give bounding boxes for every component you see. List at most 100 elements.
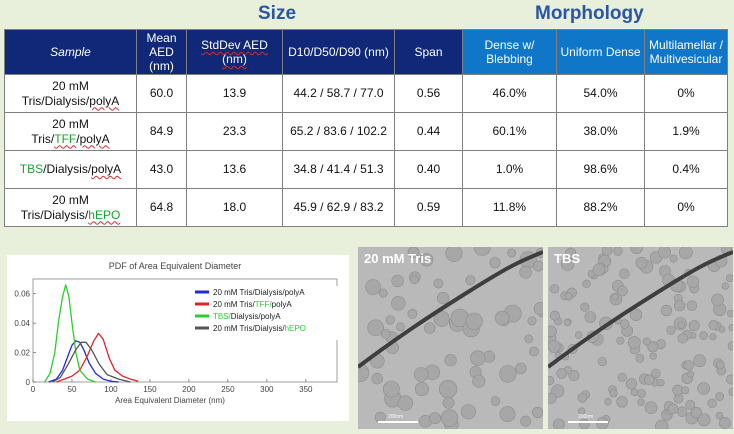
lnp-particle [613, 247, 623, 256]
sample-segment: 20 mM [52, 116, 89, 131]
lnp-particle [617, 372, 627, 382]
cell-mean-aed: 43.0 [136, 150, 187, 189]
lnp-particle [651, 368, 661, 379]
sample-segment: Dialysis [44, 93, 86, 108]
legend-entry-segment: hEPO [285, 324, 306, 333]
lnp-particle [655, 419, 669, 429]
lnp-particle [699, 331, 708, 340]
y-tick-label: 0.04 [14, 319, 30, 328]
legend-entry-segment: TFF/ [255, 300, 273, 309]
lnp-particle [549, 310, 560, 321]
x-tick-label: 250 [221, 385, 235, 394]
lnp-particle [667, 403, 679, 414]
lnp-particle [391, 274, 404, 288]
sample-segment: TFF [54, 131, 77, 146]
lnp-particle [460, 404, 476, 420]
lnp-particle [708, 320, 719, 331]
lnp-particle [577, 407, 586, 415]
lnp-particle [465, 275, 476, 286]
series-line [44, 284, 96, 383]
table-row: 20 mM Tris/Dialysis/hEPO 64.8 18.0 45.9 / 62… [4, 188, 728, 227]
table-row: 20 mM Tris/Dialysis/polyA 60.0 13.9 44.2 / 5… [4, 74, 728, 113]
lnp-particle [365, 279, 381, 295]
lnp-particle [630, 388, 639, 396]
col-header-uniform-dense: Uniform Dense [556, 29, 645, 75]
lnp-particle [438, 379, 458, 399]
lnp-particle [592, 263, 605, 276]
lnp-particle [619, 268, 630, 279]
col-header-multilamellar: Multilamellar / Multivesicular [644, 29, 728, 75]
sample-segment: hEPO [88, 207, 121, 222]
lnp-particle [686, 300, 698, 311]
micrograph-texture [358, 247, 543, 429]
col-header-mean-aed: Mean AED (nm) [136, 29, 187, 75]
pdf-chart: PDF of Area Equivalent Diameter 0 50 100 150… [14, 261, 339, 405]
cell-mean-aed: 64.8 [136, 188, 187, 227]
cell-dense-blebbing: 11.8% [462, 188, 557, 227]
lnp-particle [580, 302, 590, 312]
lnp-particle [727, 341, 733, 351]
lnp-particle [660, 304, 673, 317]
lnp-particle [718, 417, 731, 429]
micrograph-texture [548, 247, 733, 429]
cell-uniform-dense: 38.0% [556, 112, 645, 151]
lnp-particle [548, 339, 561, 353]
lnp-particle [635, 256, 648, 269]
lnp-particle [575, 331, 583, 339]
cell-mean-aed: 60.0 [136, 74, 187, 113]
lnp-particle [616, 396, 628, 408]
cell-dense-blebbing: 1.0% [462, 150, 557, 189]
scale-bar-text: 200nm [578, 414, 594, 420]
lnp-particle [548, 392, 557, 404]
lnp-particle [597, 356, 607, 367]
lnp-particle [635, 354, 645, 363]
series-line [48, 340, 119, 383]
lnp-particle [396, 322, 405, 332]
lnp-particle [601, 247, 613, 256]
x-tick-label: 100 [104, 385, 118, 394]
cell-d-values: 65.2 / 83.6 / 102.2 [282, 112, 395, 151]
scale-bar-line [378, 421, 418, 423]
cell-stddev-aed: 23.3 [186, 112, 283, 151]
lnp-particle [679, 247, 693, 260]
lnp-particle [728, 387, 733, 397]
lnp-particle [520, 415, 532, 427]
lnp-particle [727, 309, 733, 318]
legend-entry: 20 mM Tris/Dialysis/polyA [213, 288, 305, 297]
lnp-particle [429, 412, 441, 425]
lnp-particle [642, 337, 651, 346]
series-line [52, 341, 131, 383]
cell-stddev-aed: 13.6 [186, 150, 283, 189]
em-image-label: TBS [554, 251, 580, 266]
lnp-particle [677, 333, 688, 344]
results-table: Sample Mean AED (nm) StdDev AED (nm) D10… [4, 29, 728, 227]
table-header-row: Sample Mean AED (nm) StdDev AED (nm) D10… [4, 29, 728, 75]
lnp-particle [568, 369, 580, 381]
lnp-particle [707, 398, 717, 409]
lnp-particle [527, 316, 537, 326]
cell-d-values: 44.2 / 58.7 / 77.0 [282, 74, 395, 113]
y-tick-label: 0.06 [14, 290, 30, 299]
lnp-particle [725, 274, 733, 282]
lnp-particle [709, 333, 717, 341]
lnp-particle [617, 285, 628, 297]
lnp-particle [697, 382, 710, 395]
legend-entry-segment: 20 mM Tris/ [213, 288, 256, 297]
cell-multilamellar: 1.9% [644, 112, 728, 151]
lnp-particle [560, 257, 575, 271]
lnp-particle [424, 322, 436, 334]
sample-segment: Tris [21, 93, 42, 108]
cell-dense-blebbing: 46.0% [462, 74, 557, 113]
size-header: Size [258, 3, 297, 24]
lnp-particle [564, 292, 573, 301]
lnp-particle [649, 352, 657, 360]
lnp-particle [637, 389, 646, 398]
cell-d-values: 34.8 / 41.4 / 51.3 [282, 150, 395, 189]
cell-stddev-aed: 18.0 [186, 188, 283, 227]
lnp-particle [693, 354, 706, 368]
legend-entry-segment: TBS/ [213, 312, 232, 321]
lnp-particle [666, 325, 676, 335]
lnp-particle [681, 386, 690, 395]
lnp-particle [690, 407, 702, 419]
lnp-particle [715, 411, 724, 420]
